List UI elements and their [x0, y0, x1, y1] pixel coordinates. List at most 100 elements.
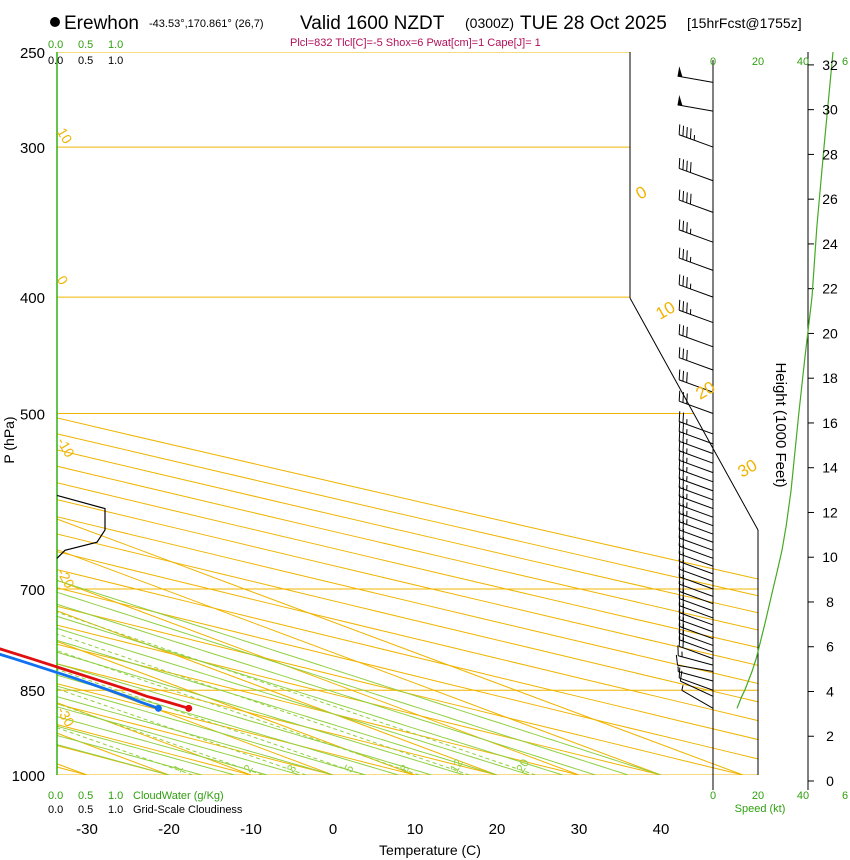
wind-barb-flag	[678, 390, 681, 402]
wind-barb-flag	[678, 124, 681, 135]
moist-adiabat-line	[57, 52, 432, 775]
pressure-tick-500: 500	[20, 407, 45, 424]
wind-barb-flag	[686, 372, 688, 383]
pressure-tick-250: 250	[20, 45, 45, 62]
isotherm-line	[0, 52, 5, 775]
wind-barb-staff	[679, 134, 714, 148]
top-speed-tick-1: 20	[752, 56, 764, 68]
mixing-ratio-label-1: 1	[170, 762, 186, 775]
wind-barb-flag	[678, 219, 681, 230]
wind-barb	[677, 66, 714, 83]
cloudiness-tick-1: 0.5	[78, 804, 93, 816]
cloudwater-tick-2: 1.0	[108, 790, 123, 802]
wind-barb-flag	[689, 193, 692, 205]
dry-adiabat-line	[57, 52, 498, 775]
dry-adiabat-line	[57, 52, 580, 775]
wind-barb-flag	[686, 250, 688, 261]
height-tick-30: 30	[822, 102, 838, 118]
dry-adiabat-label-30: 30	[735, 456, 761, 482]
wind-barb	[678, 247, 714, 271]
surface-temperature-dot	[185, 704, 193, 712]
temp-tick-20: 20	[489, 821, 506, 838]
isotherm-label-0: 10	[54, 125, 76, 147]
height-tick-12: 12	[822, 504, 838, 520]
temperature-line	[0, 647, 190, 710]
wind-barb	[677, 645, 714, 666]
wind-barb-flag	[686, 302, 688, 314]
mixing-ratio-line	[57, 296, 470, 775]
wind-barb-staff	[679, 459, 714, 474]
right-frame-slant	[629, 297, 759, 531]
height-tick-24: 24	[822, 236, 838, 252]
wind-barb	[678, 324, 714, 348]
wind-barb	[678, 430, 714, 455]
wind-barb-flag	[678, 440, 681, 451]
wind-barb-flag	[686, 192, 688, 203]
wind-barb-staff	[677, 104, 714, 112]
wind-barb-staff	[679, 612, 714, 626]
dry-adiabat-line	[57, 52, 416, 775]
moist-adiabat-line	[57, 52, 662, 775]
wind-barb-flag	[686, 127, 688, 138]
cloudiness-tick-0: 0.0	[48, 804, 63, 816]
wind-barb-flag	[682, 441, 685, 453]
skewt-grid-lines	[0, 52, 758, 775]
wind-barb-flag	[682, 370, 685, 382]
mixing-ratio-line	[57, 296, 193, 775]
location-marker-icon	[50, 17, 60, 27]
moist-adiabat-line	[57, 52, 399, 775]
top-cloudiness-tick-2: 1.0	[108, 55, 123, 67]
height-tick-4: 4	[826, 683, 834, 699]
height-tick-0: 0	[826, 773, 834, 789]
wind-barb-flag	[675, 654, 679, 666]
dry-adiabat-label-10: 10	[653, 298, 679, 324]
wind-barb-flag	[678, 157, 681, 169]
wind-barb	[678, 219, 714, 243]
wind-barb	[678, 667, 714, 691]
wind-barb	[678, 157, 714, 182]
pressure-tick-700: 700	[20, 582, 45, 599]
wind-barb-staff	[678, 655, 714, 666]
location-title: Erewhon	[64, 13, 139, 34]
wind-barb-staff	[679, 512, 714, 527]
mixing-ratio-line	[57, 296, 364, 775]
wind-barb-staff	[679, 440, 714, 455]
cloudwater-tick-1: 0.5	[78, 790, 93, 802]
mixing-ratio-label-12: 12	[447, 756, 466, 775]
mixing-ratio-line	[57, 296, 536, 775]
height-axis-title: Height (1000 Feet)	[772, 362, 789, 487]
dry-adiabat-line	[57, 52, 758, 775]
pressure-tick-300: 300	[20, 140, 45, 157]
height-profile-line	[736, 51, 834, 709]
moist-adiabat-line	[57, 52, 334, 775]
wind-barb-flag	[682, 432, 685, 443]
wind-barb	[675, 654, 714, 672]
wind-barb-staff	[679, 450, 714, 464]
wind-barb-staff	[679, 576, 714, 590]
wind-barb	[678, 189, 714, 213]
wind-barb-staff	[677, 75, 714, 83]
isotherm-line	[57, 52, 580, 775]
wind-barb	[678, 421, 714, 445]
wind-barb-flag	[682, 348, 685, 360]
wind-barb-flag	[678, 247, 681, 259]
wind-barb	[681, 685, 714, 709]
speed-tick-2: 40	[797, 790, 809, 802]
wind-barb-staff	[679, 605, 714, 619]
wind-barb-flag	[682, 325, 685, 336]
mixing-ratio-label-5: 5	[341, 762, 357, 775]
wind-barb	[678, 527, 714, 551]
temp-tick--10: -10	[240, 821, 262, 838]
temp-tick-0: 0	[329, 821, 337, 838]
cloudiness-tick-2: 1.0	[108, 804, 123, 816]
wind-barb-staff	[679, 421, 714, 435]
height-tick-6: 6	[826, 639, 834, 655]
surface-dewpoint-dot	[154, 704, 162, 712]
wind-barb	[678, 411, 714, 435]
wind-barb-flag	[686, 393, 688, 404]
mixing-ratio-line	[57, 296, 420, 775]
wind-barb	[678, 274, 714, 298]
x-axis-title: Temperature (C)	[379, 842, 481, 858]
wind-barb-staff	[679, 625, 714, 640]
wind-barb-staff	[679, 469, 714, 483]
